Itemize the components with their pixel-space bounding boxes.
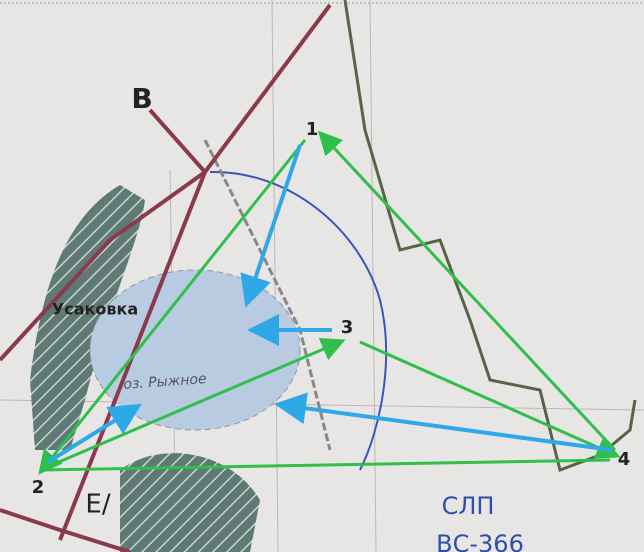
road-label: B <box>131 82 152 115</box>
lake <box>90 270 300 430</box>
corner-label: Е/ <box>85 490 110 520</box>
map: B Усаковка оз. Рыжное Е/ СЛП ВС-366 1 2 … <box>0 0 644 552</box>
code-label: ВС-366 <box>436 530 524 552</box>
village-label: Усаковка <box>52 300 138 319</box>
point-label: 3 <box>341 317 354 338</box>
org-label: СЛП <box>442 492 495 520</box>
point-label: 4 <box>618 449 631 470</box>
point-label: 1 <box>306 119 319 140</box>
point-label: 2 <box>32 477 45 498</box>
